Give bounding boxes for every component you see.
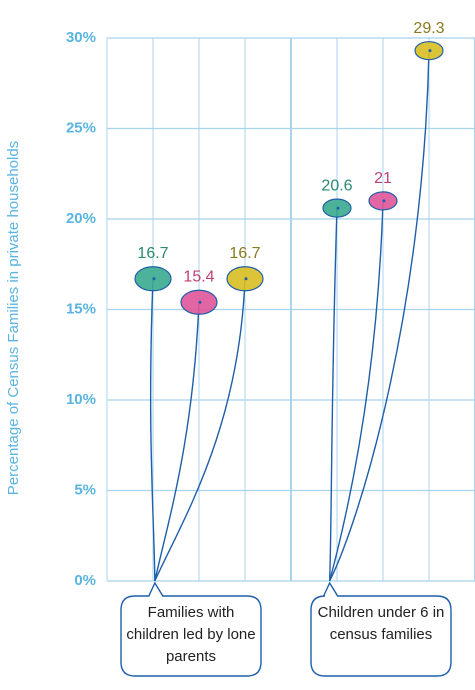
value-label: 16.7 [229,245,260,262]
y-tick-label: 15% [66,300,96,317]
balloon-knot [382,199,386,203]
balloon-string [329,50,430,582]
category-label: Children under 6 in census families [317,604,445,643]
category-label: Families with children led by lone paren… [126,604,256,665]
y-tick-label: 20% [66,210,96,227]
balloon-knot [198,300,202,304]
balloon-string [328,208,338,582]
balloon-knot [428,49,432,53]
value-label: 21 [374,170,392,187]
category-bubble [120,581,262,677]
category-bubble [310,581,452,677]
y-tick-label: 0% [74,572,96,589]
balloon-string [154,278,246,582]
balloon-knot [152,277,156,281]
value-label: 16.7 [137,245,168,262]
balloon-knot [336,206,340,210]
y-tick-label: 10% [66,391,96,408]
y-tick-label: 5% [74,481,96,498]
value-label: 15.4 [183,268,214,285]
y-axis-label: Percentage of Census Families in private… [5,141,22,495]
balloon-knot [244,277,248,281]
balloon-string [154,302,200,582]
y-tick-label: 25% [66,119,96,136]
y-tick-label: 30% [66,29,96,46]
balloon-string [328,200,384,582]
value-label: 29.3 [413,20,444,37]
balloon-string [149,278,156,582]
value-label: 20.6 [321,177,352,194]
